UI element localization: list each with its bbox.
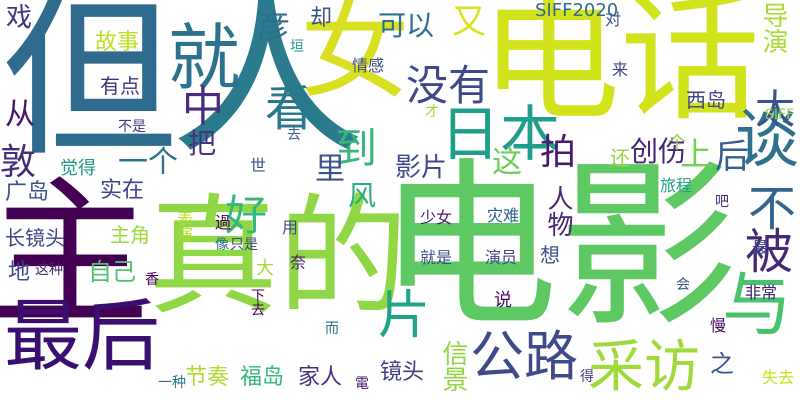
word-cloud-word: 非常 <box>745 283 778 302</box>
word-cloud-word: 地 <box>8 260 31 285</box>
word-cloud-word: 灾难 <box>487 206 520 225</box>
word-cloud-word: 情感 <box>352 56 385 75</box>
word-cloud-word: 就是 <box>420 248 453 267</box>
word-cloud-word: 中 <box>182 82 225 131</box>
word-cloud-word: 后 <box>715 137 749 177</box>
word-cloud-word: 奈 <box>290 253 307 272</box>
word-cloud-word: 最 <box>752 238 769 257</box>
word-cloud-word: 到 <box>335 124 378 173</box>
word-cloud-word: 過 <box>215 213 232 232</box>
word-cloud-word: 看 <box>265 81 314 137</box>
word-cloud-word: 这种 <box>35 262 63 278</box>
word-cloud-word: 表演 <box>174 210 193 242</box>
word-cloud-word: 从 <box>5 97 35 132</box>
word-cloud-word: 世 <box>250 156 267 175</box>
word-cloud-word: 可以 <box>378 9 435 42</box>
word-cloud-word: 电影 <box>378 143 739 352</box>
word-cloud-word: 戏 <box>6 3 33 33</box>
word-cloud-word: 女 <box>300 0 410 114</box>
word-cloud-word: 公路 <box>470 325 578 388</box>
word-cloud-word: 广岛 <box>5 180 50 205</box>
word-cloud-word: 不 <box>748 181 797 237</box>
word-cloud-word: 主 <box>0 161 151 348</box>
word-cloud-word: 电话 <box>480 0 761 141</box>
word-cloud-word: 又 <box>452 2 486 42</box>
word-cloud-word: 会 <box>676 277 690 293</box>
word-cloud-word: 大 <box>256 258 274 279</box>
word-cloud-word: 影片 <box>395 153 448 183</box>
word-cloud-word: 这 <box>492 145 522 180</box>
word-cloud-word: 失去 <box>762 368 795 387</box>
word-cloud-word: 来 <box>612 60 629 79</box>
word-cloud-word: 去 <box>287 127 301 143</box>
word-cloud-word: 创伤 <box>630 135 687 168</box>
word-cloud-word: 電 <box>355 376 369 392</box>
word-cloud-word: 吧 <box>715 194 729 210</box>
word-cloud-word: 香 <box>145 272 159 288</box>
word-cloud-word: 最后 <box>4 292 161 382</box>
word-cloud-word: 人 <box>170 0 365 181</box>
word-cloud-word: 没有 <box>406 61 491 110</box>
word-cloud-word: 旅程 <box>660 176 693 195</box>
word-cloud-word: 一种 <box>158 375 186 391</box>
word-cloud-word: 谈 <box>735 103 799 177</box>
word-cloud-word: 太 <box>755 87 795 133</box>
word-cloud-word: 福岛 <box>240 365 285 390</box>
word-cloud-word: 里 <box>315 152 345 187</box>
word-cloud-word: 像 <box>215 237 229 253</box>
word-cloud-word: 人物 <box>543 185 573 237</box>
word-cloud-word: 故事 <box>95 30 140 55</box>
word-cloud-word: 西岛 <box>686 88 726 112</box>
word-cloud-word: 垣 <box>290 39 304 55</box>
word-cloud-word: 而 <box>325 321 339 337</box>
word-cloud-word: 还 <box>610 146 630 170</box>
word-cloud-word: 觉得 <box>60 158 96 179</box>
word-cloud-word: 采访 <box>588 335 700 400</box>
word-cloud-word: 有点 <box>100 74 140 98</box>
word-cloud-word: 镜头 <box>380 360 425 385</box>
word-cloud-word: 实在 <box>100 178 145 203</box>
word-cloud-word: 不是 <box>118 119 146 135</box>
word-cloud-word: SIFF <box>765 107 795 123</box>
word-cloud-word: 导演 <box>758 2 788 54</box>
word-cloud-word: 敦 <box>0 142 37 183</box>
word-cloud-word: 之 <box>710 350 734 378</box>
word-cloud-word: 主角 <box>110 223 150 247</box>
word-cloud-word: 风 <box>348 179 377 212</box>
word-cloud-word: 彦 <box>258 7 291 45</box>
word-cloud-word: 说 <box>494 290 512 311</box>
word-cloud-word: 与 <box>722 264 792 346</box>
word-cloud-word: 一个 <box>118 145 178 180</box>
word-cloud-word: 下去 <box>249 288 265 316</box>
word-cloud-word: 节奏 <box>185 365 230 390</box>
word-cloud-word: 慢 <box>710 316 727 335</box>
word-cloud-word: 长镜头 <box>5 226 65 250</box>
word-cloud-word: 个 <box>668 133 686 154</box>
word-cloud-word: 少女 <box>420 208 453 227</box>
word-cloud-word: 但 <box>2 0 177 181</box>
word-cloud-word: 却 <box>310 6 333 31</box>
word-cloud-word: 自己 <box>88 258 136 286</box>
word-cloud-word: 就 <box>168 16 241 100</box>
word-cloud-word: 才 <box>425 104 439 120</box>
word-cloud-word: 想 <box>540 243 560 267</box>
word-cloud-word: 好 <box>225 191 268 240</box>
word-cloud-word: 用 <box>282 218 299 237</box>
word-cloud-word: 片 <box>378 286 431 346</box>
word-cloud-word: 日本 <box>440 100 560 170</box>
word-cloud-word: 真的 <box>148 181 409 333</box>
word-cloud-word: 把 <box>188 127 217 160</box>
word-cloud-word: 演员 <box>485 248 518 267</box>
word-cloud-word: 信景 <box>438 340 468 392</box>
word-cloud-word: 家人 <box>298 365 343 390</box>
word-cloud-word: 得 <box>580 369 594 385</box>
word-cloud-word: SIFF2020 <box>535 0 619 21</box>
word-cloud-word: 上 <box>680 135 713 173</box>
word-cloud-word: 对 <box>605 10 622 29</box>
word-cloud-word: 拍 <box>540 132 577 173</box>
word-cloud-word: 只是 <box>230 237 258 253</box>
word-cloud-word: 被 <box>745 224 794 280</box>
